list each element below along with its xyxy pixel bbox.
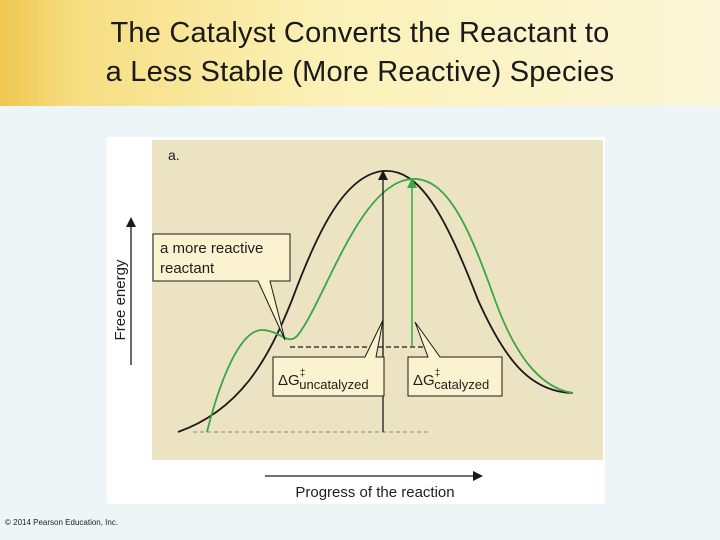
callout-catalyzed-label: ΔG‡ catalyzed [413,368,489,392]
double-dagger-superscript: ‡ [300,368,306,379]
catalyzed-subscript: catalyzed [434,377,489,392]
callout-delta-g-uncatalyzed: ΔG‡ uncatalyzed [272,319,385,397]
callout-reactive-reactant: a more reactive reactant [152,233,291,341]
callout-reactant-line-1: a more reactive [160,240,263,257]
copyright-notice: © 2014 Pearson Education, Inc. [5,518,119,527]
slide-title-line-2: a Less Stable (More Reactive) Species [105,56,615,88]
double-dagger-superscript: ‡ [435,368,441,379]
callout-delta-g-catalyzed: ΔG‡ catalyzed [407,321,503,397]
callout-reactant-line-2: reactant [160,260,215,277]
delta-g-symbol: ΔG [413,372,435,389]
title-band [0,0,720,106]
catalyzed-curve [206,178,574,433]
slide-title-line-1: The Catalyst Converts the Reactant to [110,17,610,49]
plot-panel [152,140,603,460]
callout-uncatalyzed-label: ΔG‡ uncatalyzed [278,368,369,392]
x-axis-label: Progress of the reaction [295,484,454,501]
delta-g-symbol: ΔG [278,372,300,389]
y-axis-label: Free energy [112,259,129,340]
uncatalyzed-subscript: uncatalyzed [299,377,368,392]
panel-label: a. [168,147,180,163]
